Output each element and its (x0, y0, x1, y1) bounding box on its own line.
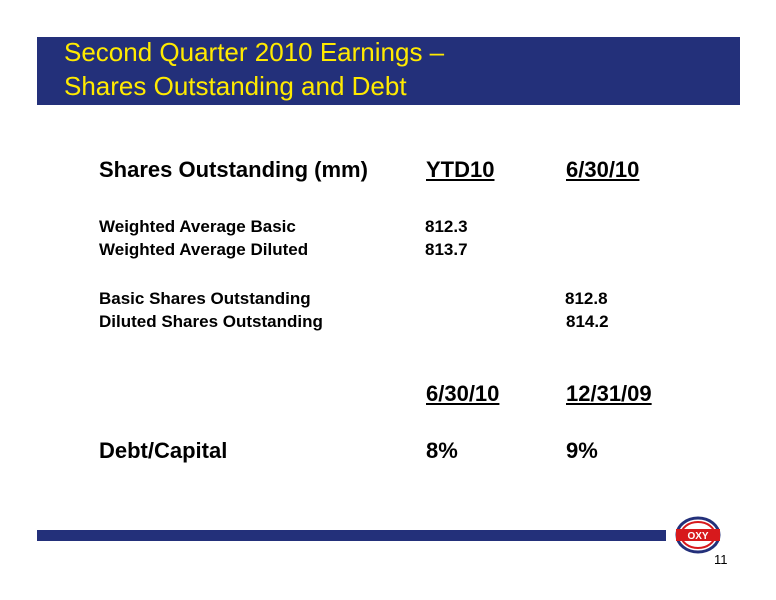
debt-col2-header: 12/31/09 (566, 381, 652, 406)
shares-col1-header: YTD10 (426, 157, 495, 182)
footer-bar (37, 530, 666, 541)
debt-col1-header: 6/30/10 (426, 381, 500, 406)
row-label-weighted-diluted: Weighted Average Diluted (99, 240, 309, 259)
shares-col2-header: 6/30/10 (566, 157, 640, 182)
logo-text: OXY (687, 531, 708, 542)
row-value-diluted-outstanding: 814.2 (566, 312, 609, 331)
title-banner: Second Quarter 2010 Earnings – Shares Ou… (37, 37, 740, 105)
slide-title-line-1: Second Quarter 2010 Earnings – (64, 37, 445, 67)
row-label-diluted-outstanding: Diluted Shares Outstanding (99, 312, 323, 331)
slide-title-line-2: Shares Outstanding and Debt (64, 71, 407, 101)
row-value-weighted-diluted-ytd: 813.7 (425, 240, 468, 259)
debt-capital-value-2: 9% (566, 438, 598, 463)
debt-capital-value-1: 8% (426, 438, 458, 463)
oxy-logo: OXY (675, 516, 721, 554)
row-label-weighted-basic: Weighted Average Basic (99, 217, 296, 236)
row-label-basic-outstanding: Basic Shares Outstanding (99, 289, 311, 308)
row-value-basic-outstanding: 812.8 (565, 289, 608, 308)
row-value-weighted-basic-ytd: 812.3 (425, 217, 468, 236)
shares-heading: Shares Outstanding (mm) (99, 157, 368, 182)
page-number: 11 (714, 552, 728, 567)
debt-capital-label: Debt/Capital (99, 438, 228, 463)
